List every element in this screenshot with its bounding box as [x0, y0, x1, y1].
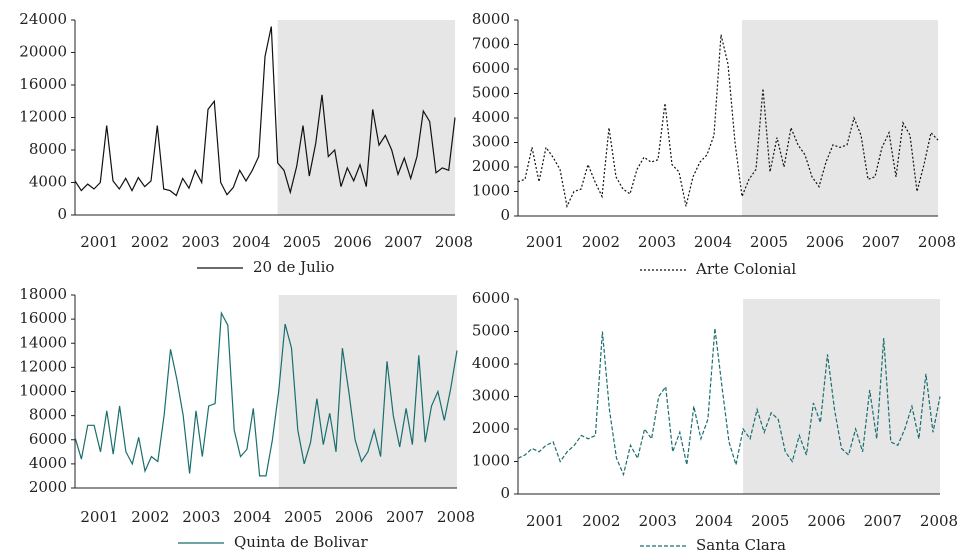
- y-tick-label: 7000: [472, 35, 510, 53]
- x-tick-label: 2005: [284, 508, 322, 526]
- x-tick-label: 2008: [435, 233, 473, 251]
- legend-label: Santa Clara: [696, 536, 786, 554]
- y-tick-label: 0: [500, 206, 510, 224]
- x-tick-label: 2008: [920, 512, 958, 530]
- x-tick-label: 2007: [864, 512, 902, 530]
- y-tick-label: 6000: [472, 59, 510, 77]
- y-tick-label: 6000: [472, 289, 510, 307]
- x-tick-label: 2006: [807, 512, 845, 530]
- y-tick-label: 8000: [29, 140, 67, 158]
- x-tick-label: 2006: [334, 233, 372, 251]
- x-tick-label: 2002: [131, 233, 169, 251]
- y-tick-label: 4000: [29, 173, 67, 191]
- x-tick-label: 2003: [639, 512, 677, 530]
- y-tick-label: 20000: [19, 43, 67, 61]
- series-line: [74, 26, 456, 197]
- x-tick-label: 2007: [386, 508, 424, 526]
- x-tick-label: 2002: [131, 508, 169, 526]
- x-tick-label: 2006: [806, 233, 844, 251]
- x-tick-label: 2008: [918, 233, 956, 251]
- y-tick-label: 1000: [472, 452, 510, 470]
- y-tick-label: 12000: [19, 108, 67, 126]
- shaded-region: [278, 295, 457, 488]
- y-tick-label: 4000: [472, 108, 510, 126]
- y-tick-label: 2000: [472, 419, 510, 437]
- y-tick-label: 0: [57, 205, 67, 223]
- y-tick-label: 4000: [29, 454, 67, 472]
- y-tick-label: 14000: [19, 333, 67, 351]
- x-tick-label: 2005: [751, 512, 789, 530]
- y-tick-label: 5000: [472, 322, 510, 340]
- x-tick-label: 2004: [694, 233, 732, 251]
- legend-label: 20 de Julio: [253, 258, 334, 276]
- x-tick-label: 2006: [335, 508, 373, 526]
- y-tick-label: 6000: [29, 430, 67, 448]
- x-tick-label: 2003: [182, 508, 220, 526]
- x-tick-label: 2007: [384, 233, 422, 251]
- x-tick-label: 2001: [80, 508, 118, 526]
- y-tick-label: 16000: [19, 309, 67, 327]
- y-tick-label: 16000: [19, 75, 67, 93]
- shaded-region: [742, 20, 938, 216]
- x-tick-label: 2005: [750, 233, 788, 251]
- y-tick-label: 3000: [472, 133, 510, 151]
- y-tick-label: 3000: [472, 387, 510, 405]
- x-tick-label: 2002: [582, 512, 620, 530]
- y-tick-label: 24000: [19, 10, 67, 28]
- y-tick-label: 1000: [472, 182, 510, 200]
- x-tick-label: 2004: [695, 512, 733, 530]
- y-tick-label: 8000: [29, 406, 67, 424]
- x-tick-label: 2004: [232, 233, 270, 251]
- x-tick-label: 2001: [526, 233, 564, 251]
- y-tick-label: 0: [500, 484, 510, 502]
- x-tick-label: 2003: [638, 233, 676, 251]
- x-tick-label: 2004: [233, 508, 271, 526]
- x-tick-label: 2008: [437, 508, 475, 526]
- y-tick-label: 2000: [29, 478, 67, 496]
- y-tick-label: 4000: [472, 354, 510, 372]
- y-tick-label: 18000: [19, 285, 67, 303]
- series-line: [517, 328, 941, 477]
- x-tick-label: 2001: [526, 512, 564, 530]
- y-tick-label: 10000: [19, 382, 67, 400]
- y-tick-label: 12000: [19, 357, 67, 375]
- series-line: [74, 310, 458, 477]
- x-tick-label: 2003: [182, 233, 220, 251]
- legend-label: Arte Colonial: [695, 260, 796, 278]
- x-tick-label: 2007: [862, 233, 900, 251]
- x-tick-label: 2002: [582, 233, 620, 251]
- y-tick-label: 8000: [472, 10, 510, 28]
- shaded-region: [743, 299, 940, 494]
- legend-label: Quinta de Bolivar: [234, 533, 368, 551]
- y-tick-label: 2000: [472, 157, 510, 175]
- x-tick-label: 2001: [80, 233, 118, 251]
- y-tick-label: 5000: [472, 84, 510, 102]
- x-tick-label: 2005: [283, 233, 321, 251]
